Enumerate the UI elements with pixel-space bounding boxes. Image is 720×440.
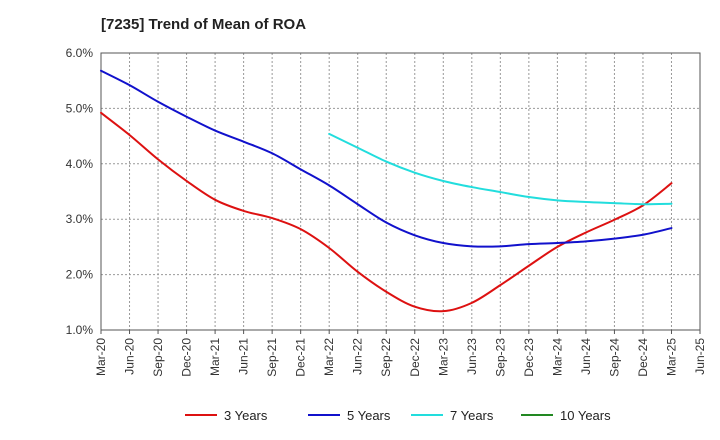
x-tick-label: Dec-22: [408, 338, 422, 377]
axes: [100, 52, 701, 334]
x-tick-label: Mar-23: [436, 338, 450, 376]
legend-label-3-years: 3 Years: [224, 408, 268, 423]
series-line-5-years: [100, 69, 673, 248]
legend: 3 Years 5 Years 7 Years 10 Years: [185, 408, 611, 423]
x-tick-label: Sep-21: [265, 338, 279, 377]
y-tick-label: 2.0%: [66, 268, 94, 282]
x-tick-labels: Mar-20 Jun-20 Sep-20 Dec-20 Mar-21 Jun-21 Sep-…: [94, 338, 707, 377]
x-tick-label: Dec-23: [522, 338, 536, 377]
y-tick-label: 4.0%: [66, 157, 94, 171]
y-tick-labels: 1.0% 2.0% 3.0% 4.0% 5.0% 6.0%: [66, 46, 94, 337]
legend-label-7-years: 7 Years: [450, 408, 494, 423]
x-tick-label: Sep-22: [379, 338, 393, 377]
x-tick-label: Jun-23: [465, 338, 479, 375]
x-tick-label: Mar-22: [322, 338, 336, 376]
legend-label-10-years: 10 Years: [560, 408, 611, 423]
x-tick-label: Jun-24: [579, 338, 593, 375]
series-lines: [100, 69, 673, 313]
y-tick-label: 6.0%: [66, 46, 94, 60]
x-tick-label: Mar-24: [550, 338, 564, 376]
legend-label-5-years: 5 Years: [347, 408, 391, 423]
series-line-3-years: [100, 111, 673, 313]
x-tick-label: Sep-20: [151, 338, 165, 377]
x-tick-label: Mar-20: [94, 338, 108, 376]
grid-lines: [100, 52, 701, 331]
x-tick-label: Jun-22: [351, 338, 365, 375]
x-tick-label: Dec-21: [294, 338, 308, 377]
y-tick-label: 1.0%: [66, 323, 94, 337]
x-tick-label: Mar-25: [664, 338, 678, 376]
x-tick-label: Dec-24: [636, 338, 650, 377]
chart-title: [7235] Trend of Mean of ROA: [101, 16, 306, 33]
series-line-7-years: [328, 132, 673, 206]
x-tick-label: Sep-24: [607, 338, 621, 377]
x-tick-label: Sep-23: [493, 338, 507, 377]
plot-border: [100, 52, 701, 331]
x-tick-label: Jun-21: [237, 338, 251, 375]
x-tick-label: Jun-25: [693, 338, 707, 375]
y-tick-label: 5.0%: [66, 101, 94, 115]
x-tick-label: Jun-20: [123, 338, 137, 375]
y-tick-label: 3.0%: [66, 212, 94, 226]
x-tick-label: Mar-21: [208, 338, 222, 376]
x-tick-label: Dec-20: [180, 338, 194, 377]
